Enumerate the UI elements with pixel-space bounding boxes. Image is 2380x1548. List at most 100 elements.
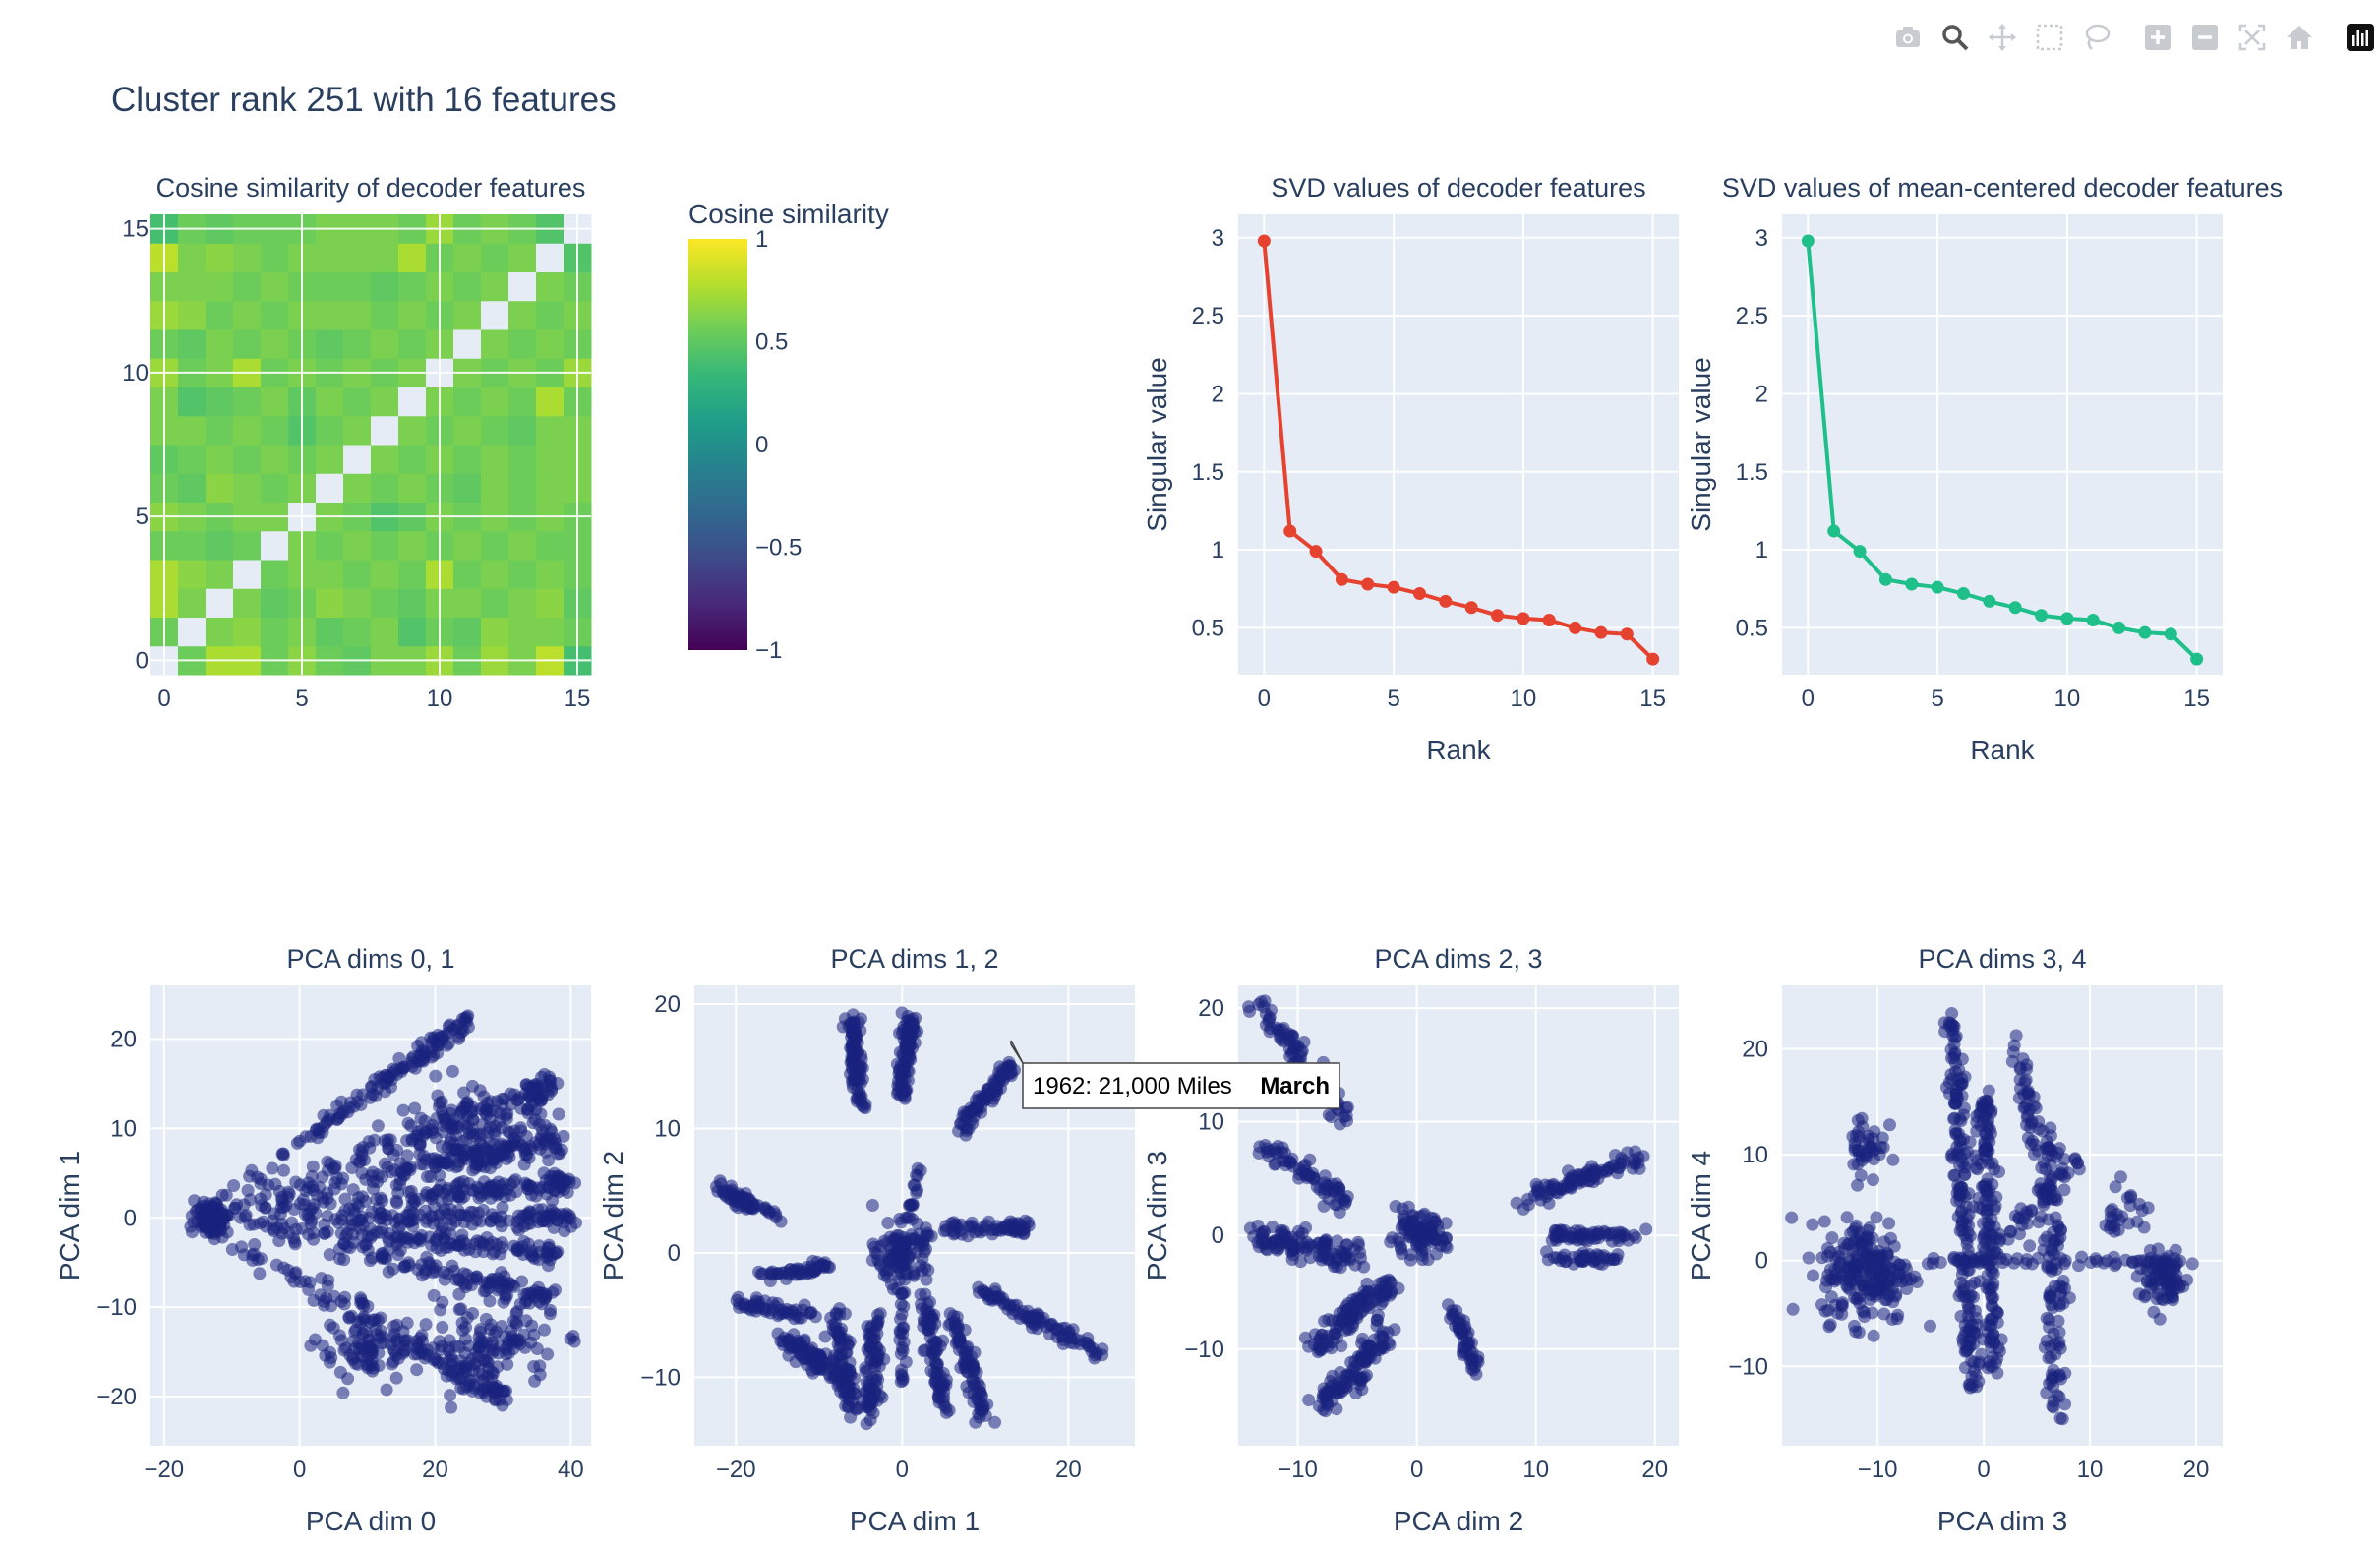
pca-3-point [2151, 1242, 2165, 1256]
heatmap-cell [398, 415, 427, 446]
heatmap-cell [481, 560, 509, 589]
pca-3-point [1864, 1141, 1877, 1155]
pca-0-point [490, 1237, 504, 1251]
pca-3-point [1867, 1329, 1880, 1342]
pca-3-point [2009, 1029, 2023, 1042]
svd-point [1542, 613, 1556, 626]
zoom-in-button[interactable] [2138, 18, 2177, 57]
pca-1-point [988, 1415, 1002, 1429]
pca-0-point [534, 1093, 548, 1106]
pca-0-point [439, 1112, 452, 1125]
heatmap-cell [178, 300, 207, 330]
pca-0-x-tick: 40 [558, 1457, 584, 1483]
pca-2-point [1392, 1232, 1405, 1246]
lasso-select-button[interactable] [2077, 18, 2116, 57]
pca-0-title: PCA dims 0, 1 [286, 944, 454, 974]
heatmap-cell [316, 387, 344, 417]
svd-point [1283, 524, 1297, 538]
heatmap-cell-empty [343, 445, 372, 474]
colorbar-tick: −1 [755, 637, 782, 664]
pca-0-y-tick: 0 [124, 1205, 137, 1231]
zoom-out-button[interactable] [2185, 18, 2225, 57]
pca-1-point [897, 1251, 910, 1265]
heatmap-cell [343, 530, 372, 561]
pca-2-point [1633, 1161, 1646, 1175]
box-select-button[interactable] [2030, 18, 2069, 57]
pca-0-point [366, 1175, 380, 1189]
pca-0-point [275, 1147, 289, 1161]
pca-0-point [552, 1107, 565, 1121]
reset-axes-button[interactable] [2280, 18, 2319, 57]
heatmap-cell-empty [261, 530, 289, 561]
pca-0-point [507, 1239, 520, 1253]
pca-0-point [436, 1321, 449, 1334]
pan-button[interactable] [1983, 18, 2022, 57]
pca-0-point [476, 1203, 490, 1217]
pca-2-point [1611, 1166, 1625, 1180]
pca-3-point [2169, 1243, 2182, 1257]
pca-3-point [2053, 1411, 2067, 1425]
pca-1-x-tick: −20 [716, 1457, 756, 1483]
heatmap-cell [371, 530, 399, 561]
colorbar-tick: 0 [755, 432, 768, 458]
svd-point [1387, 580, 1400, 594]
pca-3-point [2138, 1288, 2152, 1302]
pca-1-point [895, 1363, 909, 1377]
pca-1-point [960, 1365, 974, 1379]
pca-0-point [390, 1143, 404, 1157]
pca-3-point [2042, 1141, 2055, 1154]
pca-0-point [452, 1272, 466, 1285]
heatmap-cell [453, 387, 482, 417]
pca-0-point [389, 1194, 403, 1208]
pca-3-point [1947, 1038, 1961, 1051]
pca-3-point [2007, 1039, 2021, 1052]
pca-3-point [1849, 1325, 1863, 1339]
pca-0-point [486, 1336, 500, 1349]
heatmap-cell [343, 329, 372, 359]
heatmap-x-tick: 0 [157, 685, 170, 712]
pca-1-point [823, 1260, 836, 1274]
pca-2-point [1262, 1150, 1276, 1163]
pca-1-point [804, 1305, 818, 1319]
pca-0-point [542, 1249, 556, 1263]
pca-2-point [1298, 1331, 1312, 1344]
pca-2-point [1374, 1341, 1388, 1355]
pca-1-point [846, 1008, 860, 1022]
heatmap-cell [453, 271, 482, 302]
pca-2-point [1339, 1197, 1352, 1211]
pca-3-point [1973, 1254, 1987, 1268]
pca-0-point [380, 1075, 392, 1089]
pca-2-point [1263, 1012, 1276, 1026]
plotly-logo-button[interactable] [2341, 18, 2380, 57]
pca-3-point [1817, 1215, 1831, 1228]
pca-2-x-tick: −10 [1278, 1457, 1318, 1483]
pca-3-point [2053, 1222, 2067, 1236]
pca-0-point [533, 1142, 547, 1156]
pca-0-point [417, 1149, 431, 1162]
pca-0-point [402, 1258, 416, 1272]
pca-2-plot-area [1238, 985, 1679, 1446]
pca-1-point [1018, 1214, 1032, 1227]
pca-1-point [860, 1417, 873, 1431]
pca-2-point [1341, 1297, 1355, 1310]
pca-1-point [769, 1211, 783, 1224]
pca-0-point [324, 1318, 337, 1332]
pca-0-point [488, 1127, 502, 1141]
pca-0-point [499, 1330, 512, 1343]
pca-0-point [469, 1273, 483, 1286]
pca-0-y-tick: 10 [110, 1115, 137, 1142]
heatmap-cell [371, 271, 399, 302]
heatmap-cell-empty [316, 473, 344, 503]
pca-0-point [420, 1250, 434, 1264]
autoscale-button[interactable] [2232, 18, 2272, 57]
camera-button[interactable] [1888, 18, 1928, 57]
zoom-button[interactable] [1935, 18, 1975, 57]
pca-0-point [455, 1228, 469, 1242]
pca-3-point [2047, 1327, 2060, 1340]
heatmap-cell [233, 387, 262, 417]
pca-1-point [925, 1322, 939, 1336]
pca-1-point [898, 1240, 912, 1253]
pca-0-point [469, 1161, 482, 1175]
pca-3-point [2042, 1351, 2055, 1365]
